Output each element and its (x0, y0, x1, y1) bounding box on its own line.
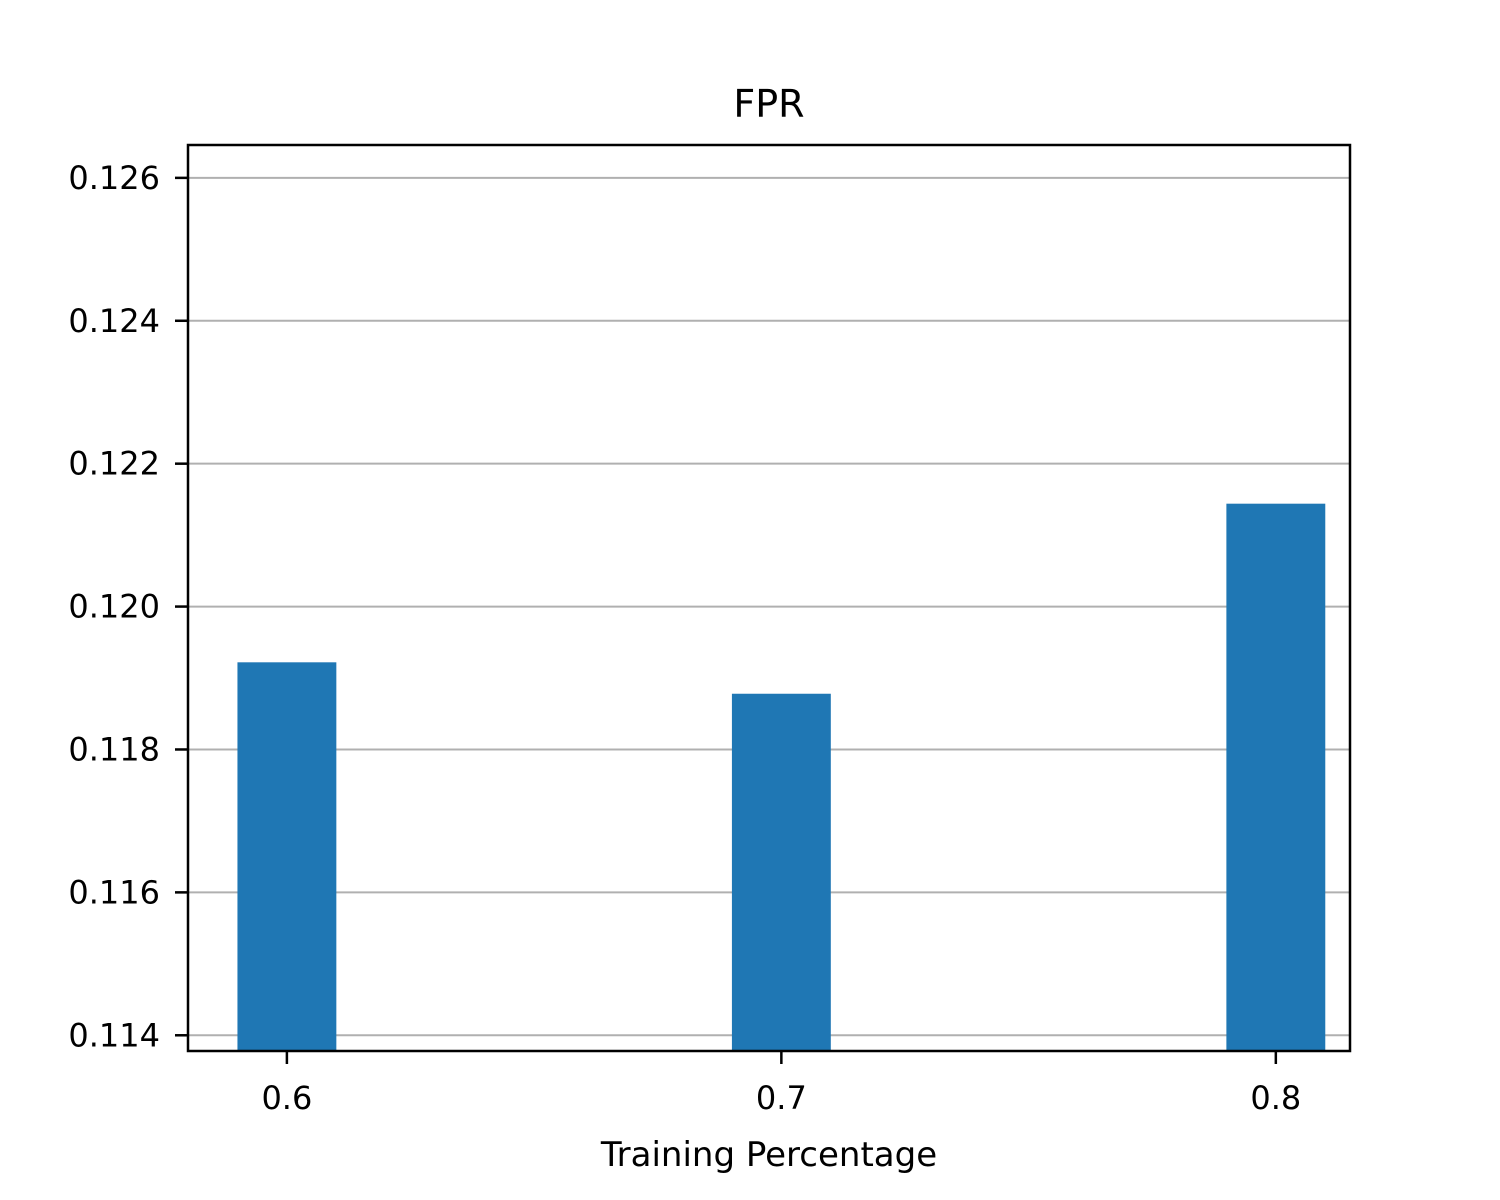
x-tick-label: 0.7 (756, 1079, 807, 1117)
y-tick-label: 0.118 (68, 730, 160, 768)
bar (237, 662, 337, 1051)
y-tick-label: 0.114 (68, 1016, 160, 1054)
x-tick-label: 0.6 (261, 1079, 312, 1117)
x-axis-label: Training Percentage (600, 1135, 937, 1175)
x-axis: 0.6 0.7 0.8 (261, 1051, 1301, 1117)
y-tick-label: 0.122 (68, 445, 160, 483)
plot-frame (186, 143, 1352, 1053)
bar (1226, 503, 1326, 1051)
y-tick-label: 0.116 (68, 873, 160, 911)
y-tick-label: 0.120 (68, 588, 160, 626)
y-tick-label: 0.124 (68, 302, 160, 340)
chart-title: FPR (733, 82, 804, 126)
y-tick-label: 0.126 (68, 159, 160, 197)
bar (731, 693, 831, 1051)
y-axis: 0.114 0.116 0.118 0.120 0.122 0.124 0.126 (68, 159, 188, 1054)
bars (237, 503, 1326, 1051)
x-tick-label: 0.8 (1250, 1079, 1301, 1117)
